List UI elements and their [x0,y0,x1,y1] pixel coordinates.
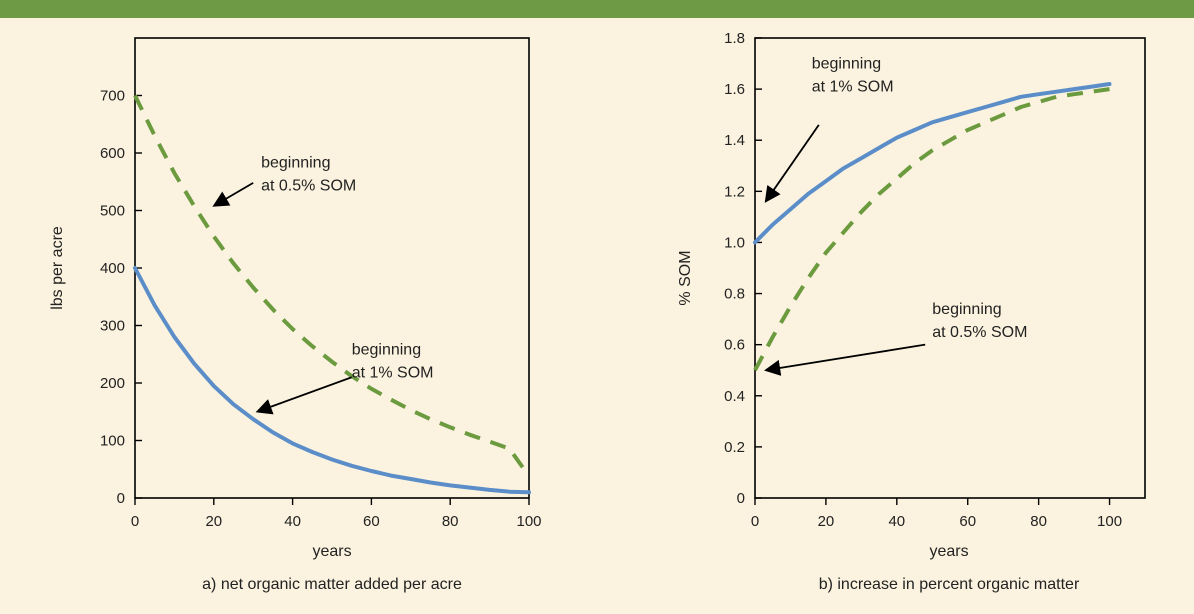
top-banner-bar [0,0,1194,18]
y-tick-label: 700 [100,88,125,105]
annotation-arrow [764,343,926,376]
y-tick-label: 300 [100,318,125,335]
chart-a-y-axis-title: lbs per acre [49,226,66,310]
y-tick-label: 0.4 [724,388,745,405]
x-tick-label: 100 [516,513,541,530]
chart-b-y-axis-title: % SOM [677,250,694,305]
y-tick-label: 600 [100,145,125,162]
chart-a-x-ticks: 0 20 40 60 80 100 [131,498,542,530]
x-tick-label: 20 [205,513,222,530]
x-tick-label: 40 [888,513,905,530]
x-tick-label: 80 [1030,513,1047,530]
x-tick-label: 60 [959,513,976,530]
annotation-text: beginning [812,56,881,73]
annotation-text: beginning [352,341,421,358]
annotation-text: at 0.5% SOM [932,324,1027,341]
y-tick-label: 0 [737,490,745,507]
y-tick-label: 0 [117,490,125,507]
annotation-arrow [764,124,820,203]
annotation-arrow [212,182,254,207]
y-tick-label: 200 [100,375,125,392]
chart-a-annotations: beginning at 0.5% SOM beginning at 1% SOM [212,154,434,415]
chart-a-series [133,94,531,495]
x-tick-label: 100 [1097,513,1122,530]
chart-a-caption: a) net organic matter added per acre [202,576,462,593]
x-tick-label: 0 [131,513,139,530]
series-line-solid [133,266,531,495]
chart-b-x-ticks: 0 20 40 60 80 100 [751,498,1122,530]
series-line-solid [753,82,1112,245]
chart-b-y-ticks: 0 0.2 0.4 0.6 0.8 1.0 1.2 1.4 1.6 1.8 [724,30,762,507]
y-tick-label: 500 [100,203,125,220]
chart-b-annotations: beginning at 1% SOM beginning at 0.5% SOM [764,56,1027,376]
y-tick-label: 400 [100,260,125,277]
y-tick-label: 0.8 [724,286,745,303]
chart-b: 0 0.2 0.4 0.6 0.8 1.0 1.2 1.4 1.6 1.8 0 20 40 60 80 10… [677,30,1146,593]
chart-a-frame [134,37,530,499]
y-tick-label: 1.2 [724,183,745,200]
x-tick-label: 20 [818,513,835,530]
x-tick-label: 60 [363,513,380,530]
chart-b-caption: b) increase in percent organic matter [819,576,1080,593]
y-tick-label: 1.0 [724,234,745,251]
chart-b-x-axis-title: years [929,543,968,560]
chart-a-y-ticks: 0 100 200 300 400 500 600 700 [100,88,142,507]
annotation-text: beginning [932,301,1001,318]
series-line-dashed [753,87,1110,372]
y-tick-label: 1.4 [724,132,745,149]
y-tick-label: 100 [100,433,125,450]
y-tick-label: 0.2 [724,439,745,456]
x-tick-label: 0 [751,513,759,530]
annotation-text: at 0.5% SOM [261,177,356,194]
y-tick-label: 0.6 [724,337,745,354]
x-tick-label: 40 [284,513,301,530]
chart-b-series [753,82,1112,372]
chart-a: 0 100 200 300 400 500 600 700 0 20 40 60 80 100 begi… [49,37,542,593]
annotation-text: at 1% SOM [352,364,434,381]
y-tick-label: 1.6 [724,81,745,98]
annotation-text: at 1% SOM [812,79,894,96]
y-tick-label: 1.8 [724,30,745,47]
x-tick-label: 80 [442,513,459,530]
annotation-arrow [255,376,353,415]
chart-b-frame [754,37,1146,499]
chart-a-x-axis-title: years [312,543,351,560]
annotation-text: beginning [261,154,330,171]
series-line-dashed [133,94,531,478]
